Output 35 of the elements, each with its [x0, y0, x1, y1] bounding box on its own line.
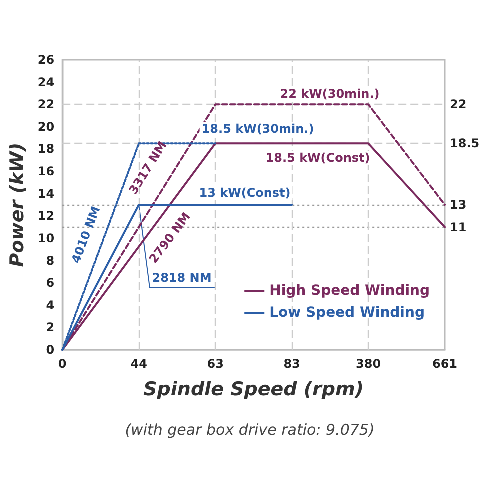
y-tick-label: 4	[46, 298, 55, 312]
annotation: 13 kW(Const)	[199, 186, 291, 200]
y-tick-label: 24	[38, 75, 55, 90]
y-tick-label: 0	[46, 343, 55, 357]
x-tick-label: 63	[207, 357, 224, 371]
y-tick-label: 22	[38, 98, 55, 112]
x-tick-label: 0	[58, 357, 67, 371]
legend-label: Low Speed Winding	[270, 305, 425, 321]
x-tick-label: 380	[356, 357, 382, 371]
y-tick-label: 16	[38, 164, 55, 179]
ref-line-label: 13	[450, 198, 467, 212]
annotation: 2818 NM	[152, 271, 212, 285]
annotation: 4010 NM	[68, 204, 104, 266]
x-axis-title: Spindle Speed (rpm)	[144, 378, 364, 400]
ref-line-label: 18.5	[450, 136, 480, 151]
annotation: 18.5 kW(Const)	[266, 151, 370, 165]
y-tick-label: 14	[38, 186, 55, 201]
y-tick-label: 2	[46, 320, 55, 335]
x-tick-label: 83	[284, 357, 300, 371]
y-tick-label: 20	[38, 120, 55, 134]
legend-label: High Speed Winding	[270, 283, 430, 299]
y-tick-label: 8	[46, 254, 55, 268]
y-tick-label: 18	[38, 142, 55, 156]
x-tick-label: 44	[130, 357, 148, 371]
y-tick-label: 6	[46, 276, 55, 290]
annotation: 18.5 kW(30min.)	[202, 122, 314, 136]
text: (with gear box drive ratio: 9.075)	[125, 421, 375, 439]
ref-line-label: 22	[450, 98, 467, 112]
y-tick-label: 10	[38, 231, 55, 246]
x-tick-label: 661	[432, 357, 458, 371]
y-tick-label: 12	[38, 209, 55, 224]
y-tick-label: 26	[38, 53, 55, 67]
annotation: 22 kW(30min.)	[280, 87, 380, 101]
y-axis-title: Power (kW)	[6, 142, 28, 268]
ref-line-label: 11	[450, 220, 467, 234]
